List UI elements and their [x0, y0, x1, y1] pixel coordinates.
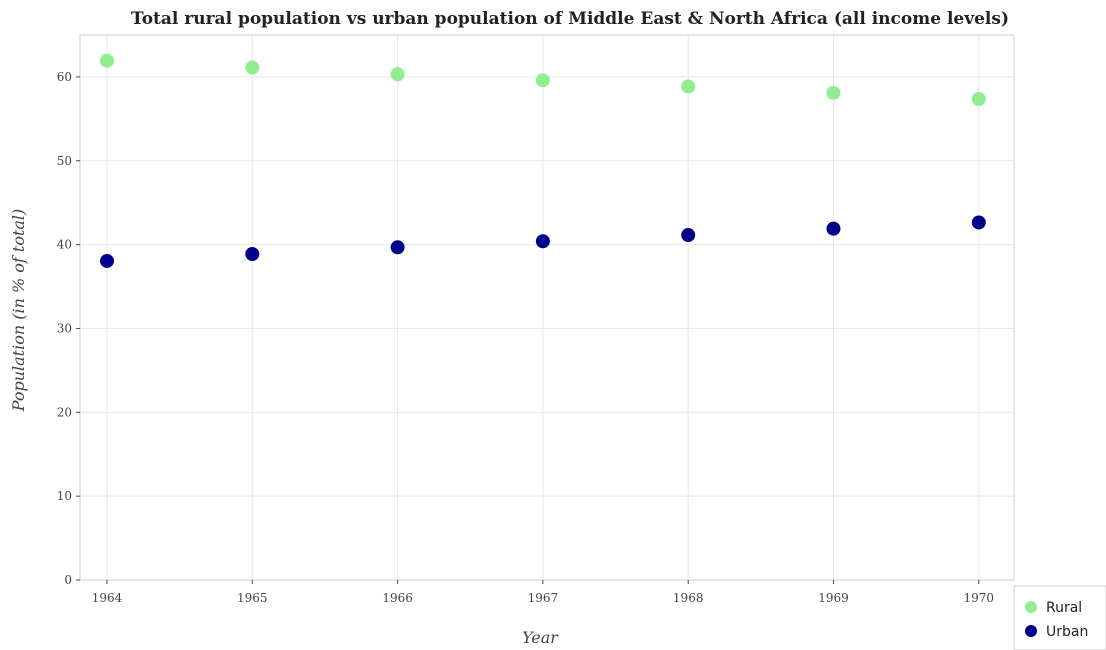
y-tick-label: 20 — [57, 405, 72, 419]
y-axis-label: Population (in % of total) — [9, 209, 28, 413]
y-tick-label: 10 — [57, 489, 72, 503]
legend: Rural Urban — [1013, 585, 1106, 650]
x-tick-label: 1968 — [673, 591, 704, 605]
legend-marker-urban — [1025, 625, 1037, 637]
plot-frame — [79, 34, 1015, 581]
legend-label-rural: Rural — [1046, 600, 1082, 616]
x-tick-label: 1966 — [382, 591, 413, 605]
point-urban — [826, 221, 841, 236]
data-series — [100, 53, 986, 268]
y-tick-label: 60 — [57, 70, 72, 84]
point-urban — [245, 247, 260, 262]
chart-title: Total rural population vs urban populati… — [131, 9, 1009, 29]
y-tick-label: 40 — [57, 238, 72, 252]
y-tick-label: 0 — [64, 573, 72, 587]
x-tick-label: 1965 — [237, 591, 268, 605]
point-urban — [535, 234, 550, 249]
legend-box — [1013, 585, 1106, 650]
point-urban — [971, 215, 986, 230]
point-rural — [390, 67, 405, 82]
point-urban — [100, 253, 114, 268]
point-rural — [971, 92, 986, 107]
y-tick-label: 50 — [57, 154, 72, 168]
y-axis-ticks: 0 10 20 30 40 50 60 — [57, 70, 80, 587]
x-axis-ticks: 1964 1965 1966 1967 1968 1969 1970 — [92, 580, 994, 605]
x-tick-label: 1964 — [92, 591, 123, 605]
point-rural — [245, 60, 260, 75]
point-rural — [100, 53, 114, 68]
x-tick-label: 1970 — [964, 591, 995, 605]
y-tick-label: 30 — [57, 321, 72, 335]
x-tick-label: 1967 — [528, 591, 559, 605]
point-urban — [681, 228, 696, 243]
x-axis-label: Year — [522, 628, 559, 647]
point-rural — [826, 85, 841, 100]
x-tick-label: 1969 — [818, 591, 849, 605]
series-rural — [100, 53, 986, 107]
legend-marker-rural — [1025, 601, 1037, 613]
point-rural — [681, 79, 696, 94]
grid-lines — [80, 35, 1014, 581]
point-rural — [535, 73, 550, 88]
point-urban — [390, 240, 405, 255]
legend-label-urban: Urban — [1046, 624, 1088, 640]
series-urban — [100, 215, 986, 268]
